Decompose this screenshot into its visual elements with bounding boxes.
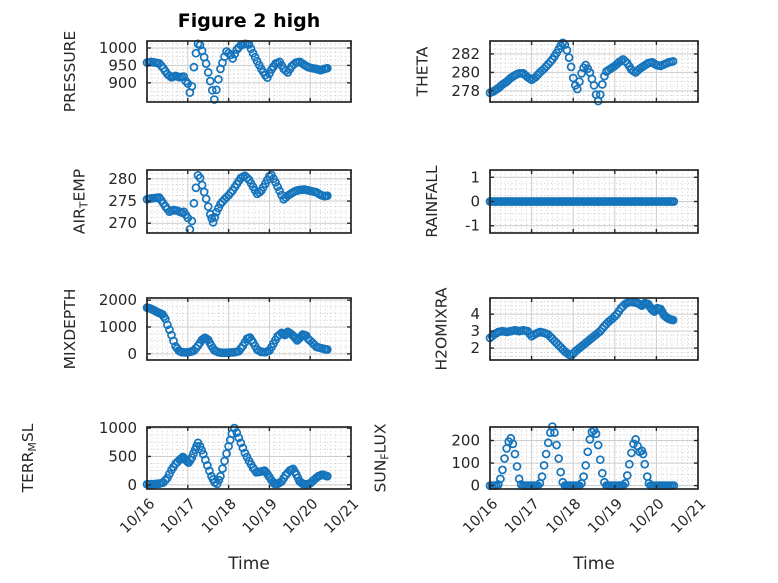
y-axis-label-pressure: PRESSURE <box>61 31 79 113</box>
y-axis-label-h2omixra: H2OMIXRA <box>433 287 451 370</box>
y-tick-label: 0 <box>127 476 137 494</box>
y-tick-label: 280 <box>108 170 137 188</box>
figure-title: Figure 2 high <box>177 10 321 32</box>
data-markers <box>485 297 678 361</box>
subplot-mixdepth: 0 1000 2000 MIXDEPTH <box>61 289 352 370</box>
x-tick-label: 10/18 <box>544 496 585 537</box>
y-axis-label-rainfall: RAINFALL <box>423 165 441 238</box>
subplot-sun-flux: 0 100 200 SUNFLUX 10/16 10/17 10/18 10/19 10/20 1… <box>372 422 709 574</box>
y-tick-label: 0 <box>470 193 480 211</box>
plot-box <box>146 40 352 103</box>
svg-text:10/16: 10/16 <box>117 496 158 537</box>
y-tick-label: 900 <box>108 74 137 92</box>
data-markers <box>142 423 332 489</box>
x-axis-label: Time <box>227 554 270 574</box>
x-tick-label: 10/20 <box>281 496 322 537</box>
tick-marks <box>489 427 699 489</box>
y-axis-label-mixdepth: MIXDEPTH <box>61 289 79 370</box>
x-tick-label: 10/18 <box>199 496 240 537</box>
x-tick-label: 10/21 <box>321 496 362 537</box>
x-tick-label: 10/17 <box>158 496 199 537</box>
y-tick-label: 270 <box>108 214 137 232</box>
svg-text:10/17: 10/17 <box>158 496 199 537</box>
data-markers <box>485 38 678 106</box>
plot-box <box>489 297 699 361</box>
y-tick-label: 3 <box>470 322 480 340</box>
y-tick-label: 100 <box>451 454 480 472</box>
y-tick-label: 0 <box>127 345 137 363</box>
y-tick-label: 275 <box>108 192 137 210</box>
y-tick-label: 200 <box>451 432 480 450</box>
y-tick-label: 2000 <box>99 291 137 309</box>
svg-text:10/17: 10/17 <box>502 496 543 537</box>
tick-marks <box>146 427 352 489</box>
tick-marks <box>146 298 352 360</box>
data-markers <box>485 197 679 206</box>
x-tick-label: 10/17 <box>502 496 543 537</box>
y-tick-label: 1 <box>470 168 480 186</box>
svg-text:10/21: 10/21 <box>668 496 709 537</box>
y-tick-label: 2 <box>470 339 480 357</box>
x-tick-label: 10/16 <box>460 496 501 537</box>
plot-box <box>489 426 699 490</box>
tick-marks <box>489 170 699 233</box>
minor-grid <box>490 170 698 233</box>
y-axis-label-air-temp: AIRTEMP <box>71 169 91 234</box>
subplot-air-temp: 270 275 280 AIRTEMP <box>71 169 352 234</box>
y-axis-label-terr-msl: TERRMSL <box>19 423 39 493</box>
y-axis-label-sun-flux: SUNFLUX <box>372 423 392 492</box>
y-tick-label: 950 <box>108 56 137 74</box>
plot-box <box>146 297 352 361</box>
svg-text:10/19: 10/19 <box>585 496 626 537</box>
tick-marks <box>146 41 352 102</box>
x-tick-label: 10/19 <box>585 496 626 537</box>
svg-text:10/21: 10/21 <box>321 496 362 537</box>
subplot-rainfall: -1 0 1 RAINFALL <box>423 165 699 238</box>
y-tick-label: 500 <box>108 447 137 465</box>
data-markers <box>142 303 332 358</box>
x-tick-label: 10/20 <box>627 496 668 537</box>
data-markers <box>142 39 332 104</box>
svg-text:10/19: 10/19 <box>240 496 281 537</box>
tick-marks <box>146 170 352 233</box>
y-axis-label-theta: THETA <box>414 46 432 97</box>
minor-grid <box>147 41 351 102</box>
y-tick-label: -1 <box>465 217 480 235</box>
subplot-h2omixra: 234 H2OMIXRA <box>433 287 699 371</box>
subplot-terr-msl: 0 500 1000 TERRMSL 10/16 10/17 10/18 10/19 10/20… <box>19 419 362 574</box>
data-markers <box>142 170 332 234</box>
svg-text:10/20: 10/20 <box>627 496 668 537</box>
plot-box <box>146 426 352 490</box>
y-tick-label: 278 <box>451 82 480 100</box>
y-tick-label: 1000 <box>99 318 137 336</box>
svg-text:10/16: 10/16 <box>460 496 501 537</box>
y-tick-label: 1000 <box>99 419 137 437</box>
y-tick-label: 4 <box>470 305 480 323</box>
tick-marks <box>489 298 699 360</box>
x-tick-label: 10/21 <box>668 496 709 537</box>
x-tick-label: 10/19 <box>240 496 281 537</box>
plot-box <box>489 40 699 103</box>
y-tick-label: 1000 <box>99 39 137 57</box>
minor-grid <box>490 427 698 489</box>
tick-marks <box>489 41 699 102</box>
svg-text:10/20: 10/20 <box>281 496 322 537</box>
x-axis-label: Time <box>572 554 615 574</box>
y-tick-label: 0 <box>470 477 480 495</box>
svg-text:10/18: 10/18 <box>544 496 585 537</box>
svg-text:10/18: 10/18 <box>199 496 240 537</box>
y-tick-label: 280 <box>451 63 480 81</box>
x-tick-label: 10/16 <box>117 496 158 537</box>
y-tick-label: 282 <box>451 45 480 63</box>
